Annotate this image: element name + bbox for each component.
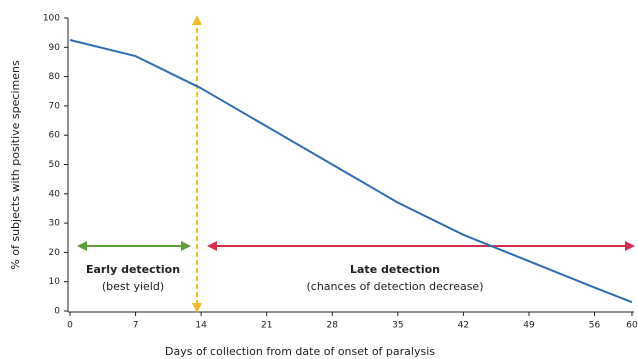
x-tick-label: 42 <box>458 321 469 331</box>
annotation: Early detection <box>86 263 180 276</box>
y-tick-label: 40 <box>49 189 61 199</box>
x-axis-label: Days of collection from date of onset of… <box>165 345 435 358</box>
x-tick-label: 60 <box>626 321 638 331</box>
x-tick-label: 28 <box>327 321 339 331</box>
y-axis-label: % of subjects with positive specimens <box>9 60 22 270</box>
x-tick-label: 56 <box>589 321 601 331</box>
y-tick-label: 50 <box>49 160 61 170</box>
y-tick-label: 100 <box>43 14 60 24</box>
y-tick-label: 80 <box>49 72 61 82</box>
x-tick-label: 0 <box>67 321 73 331</box>
x-tick-label: 7 <box>133 321 139 331</box>
y-tick-label: 10 <box>49 277 61 287</box>
y-tick-label: 70 <box>49 101 61 111</box>
annotation: (best yield) <box>102 280 164 293</box>
y-tick-label: 60 <box>49 131 61 141</box>
y-tick-label: 30 <box>49 219 61 229</box>
y-tick-label: 0 <box>54 307 60 317</box>
line-series <box>69 39 633 304</box>
annotation: (chances of detection decrease) <box>307 280 484 293</box>
annotation: Late detection <box>350 263 440 276</box>
x-tick-label: 14 <box>195 321 207 331</box>
x-tick-label: 21 <box>261 321 272 331</box>
x-tick-label: 49 <box>523 321 535 331</box>
x-tick-label: 35 <box>392 321 403 331</box>
y-tick-label: 90 <box>49 43 61 53</box>
y-tick-label: 20 <box>49 248 61 258</box>
